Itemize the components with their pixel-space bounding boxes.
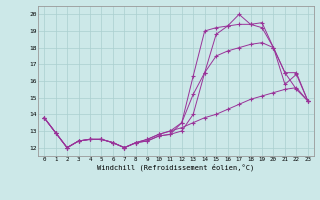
X-axis label: Windchill (Refroidissement éolien,°C): Windchill (Refroidissement éolien,°C) <box>97 164 255 171</box>
